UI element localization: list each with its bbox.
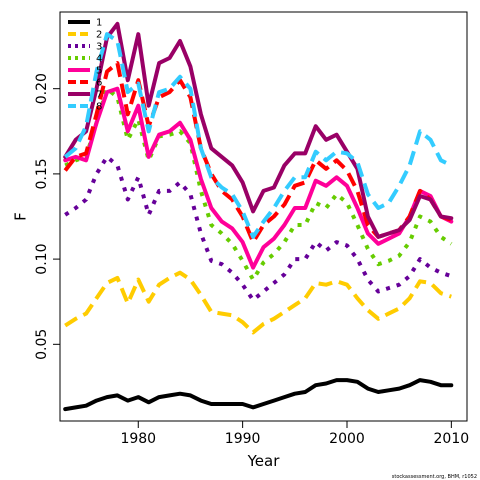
series-line-3 [64, 154, 452, 302]
y-tick-label: 0.05 [34, 329, 50, 360]
legend-label: 2 [96, 30, 102, 41]
series-line-7 [63, 21, 454, 239]
series-line-2 [64, 270, 452, 335]
legend-label: 8 [96, 102, 102, 113]
x-tick-label: 2000 [329, 431, 365, 447]
x-tick-label: 1990 [225, 431, 261, 447]
y-tick-label: 0.10 [34, 244, 50, 275]
legend-label: 3 [96, 42, 102, 53]
y-axis-title: F [12, 212, 30, 221]
y-axis: 0.05 0.10 0.15 0.20 [34, 73, 60, 360]
y-tick-label: 0.20 [34, 73, 50, 104]
x-axis: 1980 1990 2000 2010 [120, 421, 469, 447]
legend-label: 4 [96, 54, 102, 65]
x-tick-label: 1980 [120, 431, 156, 447]
y-tick-label: 0.15 [34, 158, 50, 189]
plot-frame [59, 11, 468, 422]
x-tick-label: 2010 [434, 431, 470, 447]
legend-label: 6 [96, 78, 102, 89]
legend-label: 7 [96, 90, 102, 101]
x-axis-title: Year [247, 452, 281, 470]
series-line-1 [63, 378, 454, 412]
legend-label: 5 [96, 66, 102, 77]
series-line-8 [63, 32, 453, 239]
series-layer [63, 21, 454, 412]
series-line-6 [63, 61, 452, 245]
legend-label: 1 [96, 18, 102, 29]
series-line-4 [64, 86, 453, 282]
series-line-5 [63, 86, 454, 270]
credit-text: stockassessment.org, BHM, r1052 [392, 474, 477, 480]
